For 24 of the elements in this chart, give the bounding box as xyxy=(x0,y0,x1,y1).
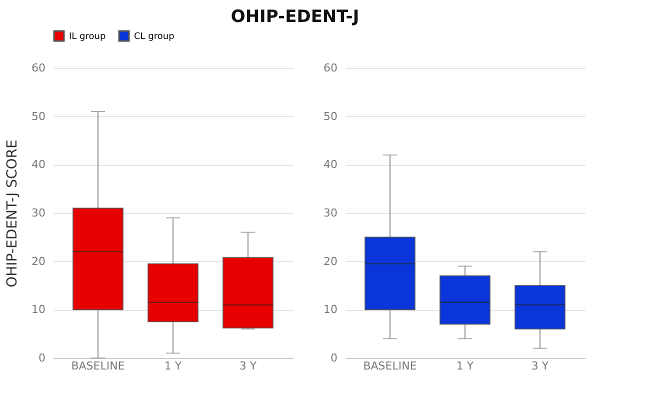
y-tick-label: 40 xyxy=(32,158,46,172)
y-tick-label: 10 xyxy=(32,303,46,316)
x-tick-label: 3 Y xyxy=(531,360,549,372)
x-tick-label: 1 Y xyxy=(456,360,474,372)
y-tick-label: 60 xyxy=(32,62,46,74)
y-tick-label: 50 xyxy=(32,110,46,123)
x-tick-label: BASELINE xyxy=(363,360,417,372)
x-tick-label: 1 Y xyxy=(164,360,182,372)
chart-title: OHIP-EDENT-J xyxy=(230,7,360,27)
y-tick-label: 50 xyxy=(324,110,338,123)
x-tick-label: 3 Y xyxy=(239,360,257,372)
y-tick-label: 0 xyxy=(38,352,46,364)
y-tick-label: 60 xyxy=(324,62,338,74)
y-tick-label: 30 xyxy=(324,206,338,220)
y-tick-label: 10 xyxy=(324,303,338,316)
y-axis-title: OHIP-EDENT-J SCORE xyxy=(4,140,21,288)
x-tick-label: BASELINE xyxy=(71,360,125,372)
y-tick-label: 20 xyxy=(32,254,46,268)
legend-label: IL group xyxy=(69,32,106,42)
y-tick-label: 30 xyxy=(32,206,46,220)
legend-label: CL group xyxy=(134,32,175,42)
y-tick-label: 0 xyxy=(330,352,338,364)
y-tick-label: 20 xyxy=(324,254,338,268)
y-tick-label: 40 xyxy=(324,158,338,172)
